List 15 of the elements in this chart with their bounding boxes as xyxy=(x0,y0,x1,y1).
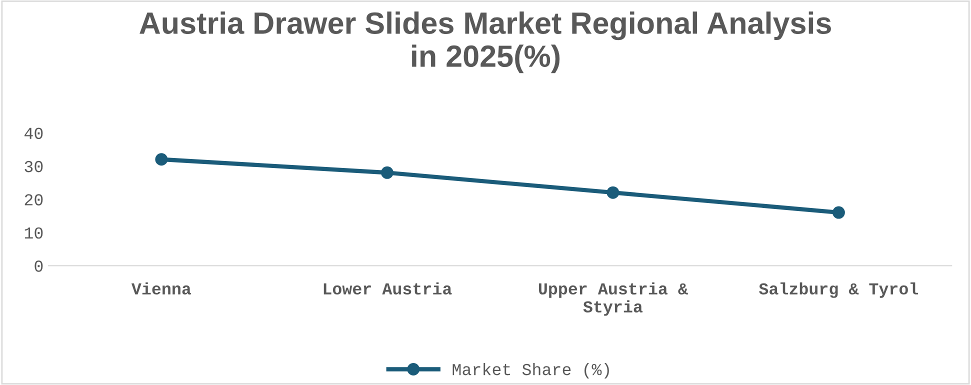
point xyxy=(832,206,845,219)
x-tick-label: Lower Austria xyxy=(324,282,452,295)
legend-label: Market Share (%) xyxy=(452,363,609,379)
point xyxy=(155,153,168,166)
point xyxy=(380,166,394,179)
x-tick-label: Upper Austria & Styria xyxy=(538,282,688,316)
point xyxy=(606,186,620,199)
y-tick-label: 10 xyxy=(24,227,43,239)
y-tick-label: 30 xyxy=(24,160,43,172)
y-tick-label: 0 xyxy=(34,260,43,272)
chart-title: Austria Drawer Slides Market Regional Analysis in 2025(%) xyxy=(140,12,831,74)
x-tick-label: Vienna xyxy=(131,282,192,295)
y-tick-label: 20 xyxy=(24,194,43,206)
y-tick-label: 40 xyxy=(24,128,43,140)
x-tick-label: Salzburg & Tyrol xyxy=(758,282,918,298)
